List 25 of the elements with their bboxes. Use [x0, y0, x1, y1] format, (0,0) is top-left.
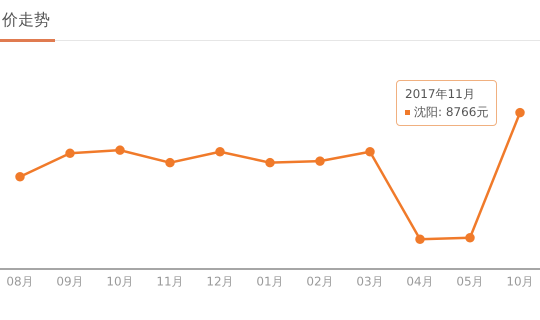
point [165, 158, 175, 168]
annotation: 沈阳: 8766元 [414, 105, 488, 119]
x-tick-label: 11月 [156, 274, 184, 289]
x-tick-label: 09月 [56, 274, 84, 289]
point [315, 156, 325, 166]
x-tick-label: 03月 [356, 274, 384, 289]
x-tick-label: 08月 [6, 274, 34, 289]
point [465, 232, 475, 242]
point [65, 148, 75, 158]
x-tick-label: 12月 [206, 274, 234, 289]
point [215, 146, 225, 156]
point [515, 108, 525, 118]
point [365, 146, 375, 156]
point [415, 234, 425, 244]
x-tick-label: 10月 [506, 274, 534, 289]
point [15, 172, 25, 182]
x-tick-label: 10月 [106, 274, 134, 289]
text: 2017年11月 [405, 87, 475, 101]
x-tick-label: 04月 [406, 274, 434, 289]
point [115, 145, 125, 155]
x-tick-label: 01月 [256, 274, 284, 289]
chart-title: 价走势 [2, 10, 50, 31]
x-tick-label: 02月 [306, 274, 334, 289]
x-tick-label: 05月 [456, 274, 484, 289]
point [265, 158, 275, 168]
